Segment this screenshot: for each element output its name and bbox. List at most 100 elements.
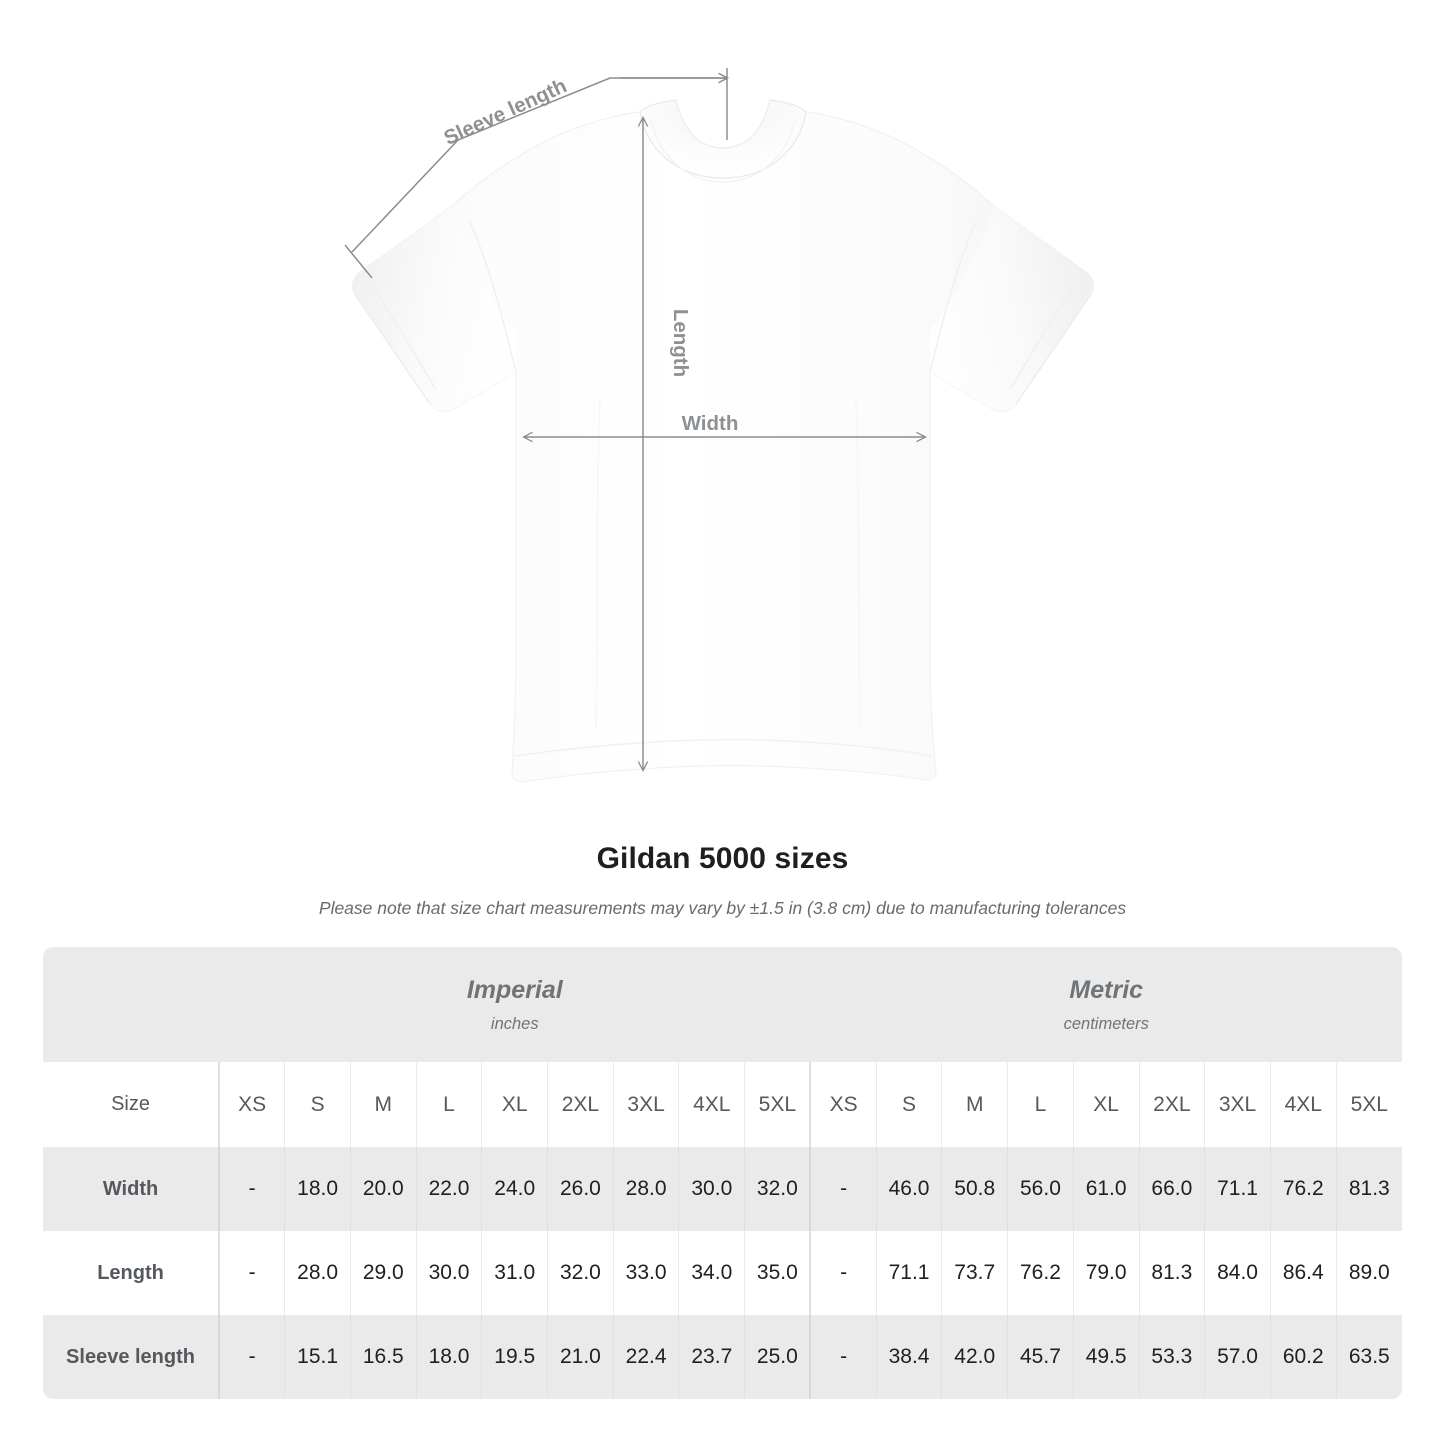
size-header-label: Size bbox=[43, 1062, 220, 1147]
size-header-imperial-xs: XS bbox=[218, 1062, 285, 1147]
right-sleeve-shading bbox=[930, 206, 1094, 412]
cell-sleeve-imperial-3xl: 22.4 bbox=[612, 1315, 679, 1399]
unit-imperial-name: Imperial bbox=[466, 975, 563, 1004]
cell-length-imperial-m: 29.0 bbox=[349, 1231, 417, 1315]
cell-sleeve-metric-s: 38.4 bbox=[875, 1315, 942, 1399]
cell-sleeve-metric-m: 42.0 bbox=[941, 1315, 1008, 1399]
page-title: Gildan 5000 sizes bbox=[596, 842, 849, 875]
cell-width-metric-m: 50.8 bbox=[941, 1147, 1008, 1231]
cell-sleeve-imperial-s: 15.1 bbox=[284, 1315, 351, 1399]
cell-length-imperial-3xl: 33.0 bbox=[612, 1231, 679, 1315]
unit-imperial-cell: Imperial inches bbox=[219, 947, 811, 1062]
cell-width-metric-4xl: 76.2 bbox=[1269, 1147, 1337, 1231]
cell-sleeve-imperial-m: 16.5 bbox=[349, 1315, 417, 1399]
size-header-imperial-l: L bbox=[415, 1062, 482, 1147]
cell-length-imperial-xs: - bbox=[218, 1231, 285, 1315]
right-sleeve-hem-inner bbox=[1009, 284, 1075, 391]
cell-sleeve-metric-5xl: 63.5 bbox=[1335, 1315, 1402, 1399]
cell-width-imperial-5xl: 32.0 bbox=[744, 1147, 811, 1231]
cell-width-imperial-xs: - bbox=[218, 1147, 285, 1231]
bottom-hem bbox=[513, 738, 933, 757]
size-header-row: Size XS S M L XL 2XL 3XL 4XL 5XL XS S M … bbox=[43, 1062, 1402, 1147]
tolerance-note: Please note that size chart measurements… bbox=[318, 898, 1127, 918]
size-header-metric-s: S bbox=[875, 1062, 942, 1147]
chart-heading: Gildan 5000 sizes Please note that size … bbox=[0, 840, 1445, 920]
cell-length-metric-4xl: 86.4 bbox=[1269, 1231, 1337, 1315]
cell-length-metric-m: 73.7 bbox=[941, 1231, 1008, 1315]
tshirt-illustration bbox=[351, 99, 1095, 783]
size-header-metric-4xl: 4XL bbox=[1269, 1062, 1337, 1147]
cell-length-imperial-5xl: 35.0 bbox=[744, 1231, 811, 1315]
row-label-length: Length bbox=[43, 1231, 220, 1315]
size-header-imperial-2xl: 2XL bbox=[547, 1062, 614, 1147]
size-header-metric-5xl: 5XL bbox=[1335, 1062, 1402, 1147]
unit-banner-row: Imperial inches Metric centimeters bbox=[43, 947, 1402, 1062]
size-header-metric-2xl: 2XL bbox=[1138, 1062, 1205, 1147]
size-header-imperial-4xl: 4XL bbox=[678, 1062, 745, 1147]
cell-length-metric-5xl: 89.0 bbox=[1335, 1231, 1402, 1315]
size-header-imperial-s: S bbox=[284, 1062, 351, 1147]
cell-width-imperial-s: 18.0 bbox=[284, 1147, 351, 1231]
left-sleeve-hem bbox=[355, 295, 431, 405]
cell-width-metric-l: 56.0 bbox=[1007, 1147, 1074, 1231]
length-label: Length bbox=[669, 309, 692, 377]
unit-metric-name: Metric bbox=[1069, 975, 1144, 1004]
cell-width-imperial-m: 20.0 bbox=[349, 1147, 417, 1231]
cell-length-metric-xl: 79.0 bbox=[1072, 1231, 1139, 1315]
tshirt-measurement-diagram: Sleeve length Length Width bbox=[344, 68, 1095, 783]
right-sleeve-hem bbox=[1015, 295, 1091, 405]
cell-length-metric-l: 76.2 bbox=[1007, 1231, 1074, 1315]
size-table: Imperial inches Metric centimeters Size … bbox=[43, 947, 1402, 1399]
cell-width-imperial-l: 22.0 bbox=[415, 1147, 482, 1231]
cell-sleeve-imperial-5xl: 25.0 bbox=[744, 1315, 811, 1399]
cell-width-imperial-2xl: 26.0 bbox=[547, 1147, 614, 1231]
cell-sleeve-metric-l: 45.7 bbox=[1007, 1315, 1074, 1399]
size-table-container: Imperial inches Metric centimeters Size … bbox=[43, 947, 1402, 1399]
unit-banner-spacer bbox=[43, 947, 220, 1062]
cell-length-metric-3xl: 84.0 bbox=[1204, 1231, 1271, 1315]
collar-stitch bbox=[650, 119, 796, 183]
sleeve-length-end-tick bbox=[344, 244, 373, 279]
table-row: Sleeve length - 15.1 16.5 18.0 19.5 21.0… bbox=[43, 1315, 1402, 1399]
cell-width-imperial-xl: 24.0 bbox=[481, 1147, 548, 1231]
cell-length-imperial-l: 30.0 bbox=[415, 1231, 482, 1315]
width-label: Width bbox=[682, 412, 739, 435]
cell-sleeve-metric-xl: 49.5 bbox=[1072, 1315, 1139, 1399]
cell-sleeve-metric-4xl: 60.2 bbox=[1269, 1315, 1337, 1399]
cell-length-imperial-s: 28.0 bbox=[284, 1231, 351, 1315]
size-header-metric-xs: XS bbox=[809, 1062, 877, 1147]
tshirt-body-shape bbox=[351, 111, 1095, 783]
cell-length-imperial-4xl: 34.0 bbox=[678, 1231, 745, 1315]
unit-imperial-sub: inches bbox=[490, 1014, 539, 1033]
cell-width-metric-s: 46.0 bbox=[875, 1147, 942, 1231]
cell-width-imperial-3xl: 28.0 bbox=[612, 1147, 679, 1231]
left-sleeve-hem-inner bbox=[371, 284, 437, 391]
left-armhole-seam bbox=[469, 221, 517, 373]
cell-length-metric-2xl: 81.3 bbox=[1138, 1231, 1205, 1315]
cell-sleeve-metric-xs: - bbox=[809, 1315, 877, 1399]
cell-length-metric-xs: - bbox=[809, 1231, 877, 1315]
cell-length-imperial-2xl: 32.0 bbox=[547, 1231, 614, 1315]
collar-inner-edge bbox=[675, 99, 771, 149]
size-header-metric-m: M bbox=[941, 1062, 1008, 1147]
cell-width-imperial-4xl: 30.0 bbox=[678, 1147, 745, 1231]
size-header-metric-xl: XL bbox=[1072, 1062, 1139, 1147]
cell-sleeve-imperial-2xl: 21.0 bbox=[547, 1315, 614, 1399]
row-label-sleeve-length: Sleeve length bbox=[43, 1315, 220, 1399]
size-header-imperial-3xl: 3XL bbox=[612, 1062, 679, 1147]
cell-width-metric-xs: - bbox=[809, 1147, 877, 1231]
size-header-imperial-xl: XL bbox=[481, 1062, 548, 1147]
row-label-width: Width bbox=[43, 1147, 220, 1231]
table-row: Width - 18.0 20.0 22.0 24.0 26.0 28.0 30… bbox=[43, 1147, 1402, 1231]
cell-length-imperial-xl: 31.0 bbox=[481, 1231, 548, 1315]
right-armhole-seam bbox=[929, 221, 977, 373]
size-header-metric-l: L bbox=[1007, 1062, 1074, 1147]
left-sleeve-shading bbox=[352, 206, 516, 412]
cell-length-metric-s: 71.1 bbox=[875, 1231, 942, 1315]
cell-sleeve-metric-2xl: 53.3 bbox=[1138, 1315, 1205, 1399]
cell-width-metric-5xl: 81.3 bbox=[1335, 1147, 1402, 1231]
table-row: Length - 28.0 29.0 30.0 31.0 32.0 33.0 3… bbox=[43, 1231, 1402, 1315]
cell-sleeve-metric-3xl: 57.0 bbox=[1204, 1315, 1271, 1399]
cell-width-metric-2xl: 66.0 bbox=[1138, 1147, 1205, 1231]
